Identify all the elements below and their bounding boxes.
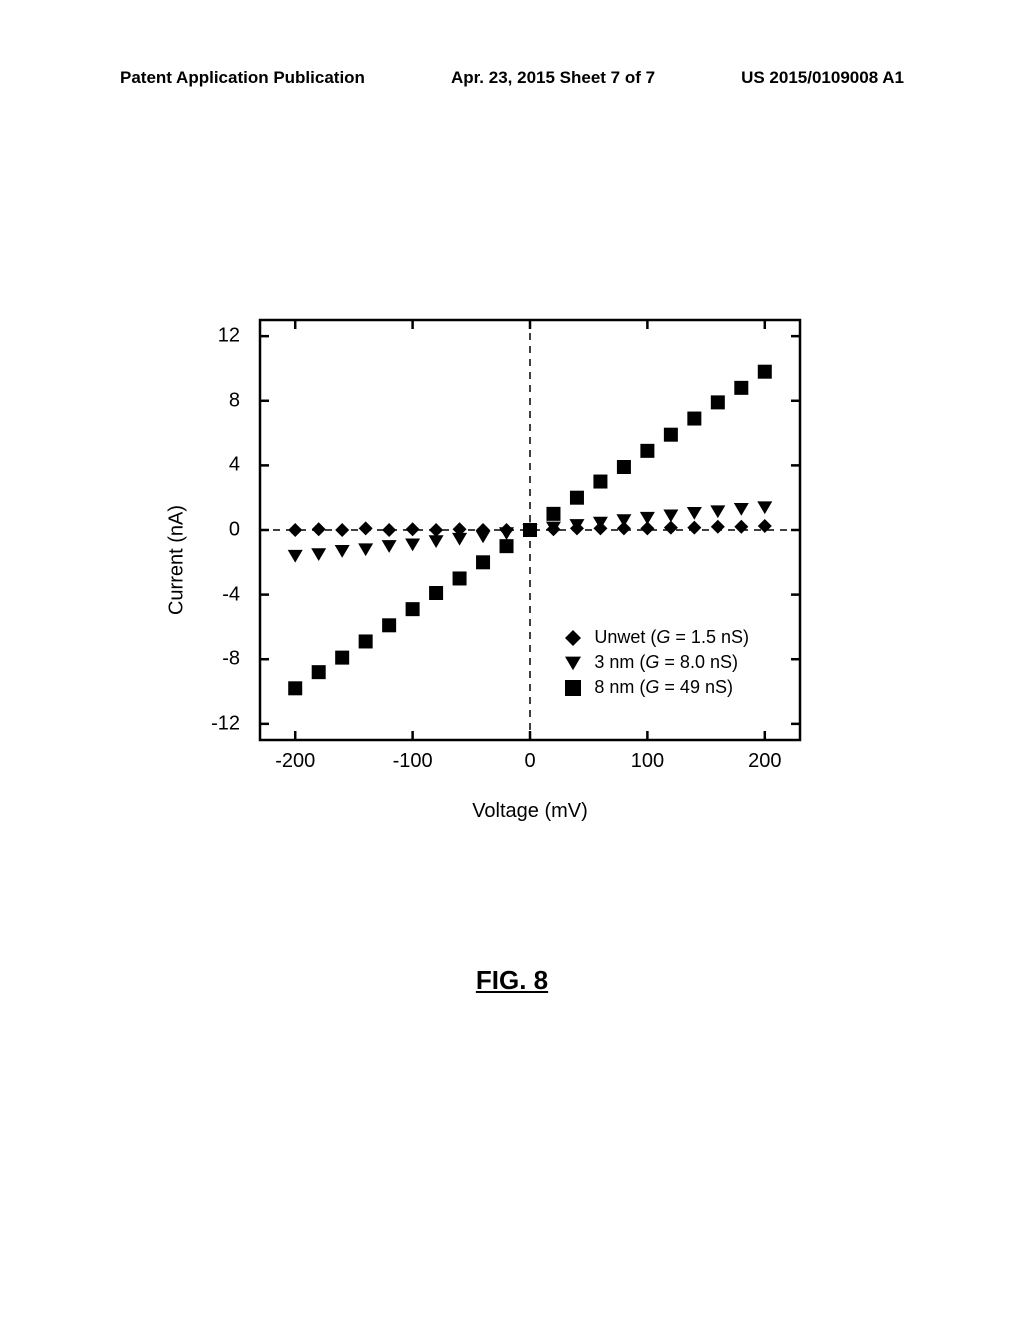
page-header: Patent Application Publication Apr. 23, … — [0, 68, 1024, 88]
x-tick-label: 0 — [524, 740, 535, 773]
x-tick-label: 200 — [748, 740, 781, 773]
y-tick-labels: -12 -8 -4 0 4 8 12 — [180, 300, 260, 740]
header-center: Apr. 23, 2015 Sheet 7 of 7 — [451, 68, 655, 88]
chart-legend: Unwet (G = 1.5 nS) 3 nm (G = 8.0 nS) 8 nm … — [562, 627, 749, 702]
y-tick-label: -4 — [222, 583, 250, 606]
diamond-icon — [562, 627, 584, 649]
y-tick-label: 4 — [229, 454, 250, 477]
iv-chart: Current (nA) -12-8-404812 -200-100010020… — [180, 300, 840, 820]
y-tick-label: -8 — [222, 648, 250, 671]
legend-item-unwet: Unwet (G = 1.5 nS) — [562, 627, 749, 649]
legend-item-3nm: 3 nm (G = 8.0 nS) — [562, 652, 749, 674]
y-tick-label: 0 — [229, 519, 250, 542]
x-tick-label: -100 — [393, 740, 433, 773]
legend-label: Unwet (G = 1.5 nS) — [594, 627, 749, 648]
triangle-down-icon — [562, 652, 584, 674]
y-tick-label: 8 — [229, 389, 250, 412]
x-axis-label: Voltage (mV) — [472, 800, 588, 823]
header-left: Patent Application Publication — [120, 68, 365, 88]
figure-caption: FIG. 8 — [476, 965, 548, 996]
header-right: US 2015/0109008 A1 — [741, 68, 904, 88]
legend-item-8nm: 8 nm (G = 49 nS) — [562, 677, 749, 699]
legend-label: 3 nm (G = 8.0 nS) — [594, 652, 738, 673]
y-tick-label: 12 — [218, 325, 250, 348]
square-icon — [562, 677, 584, 699]
x-tick-label: -200 — [275, 740, 315, 773]
x-tick-label: 100 — [631, 740, 664, 773]
legend-label: 8 nm (G = 49 nS) — [594, 677, 733, 698]
y-tick-label: -12 — [211, 712, 250, 735]
